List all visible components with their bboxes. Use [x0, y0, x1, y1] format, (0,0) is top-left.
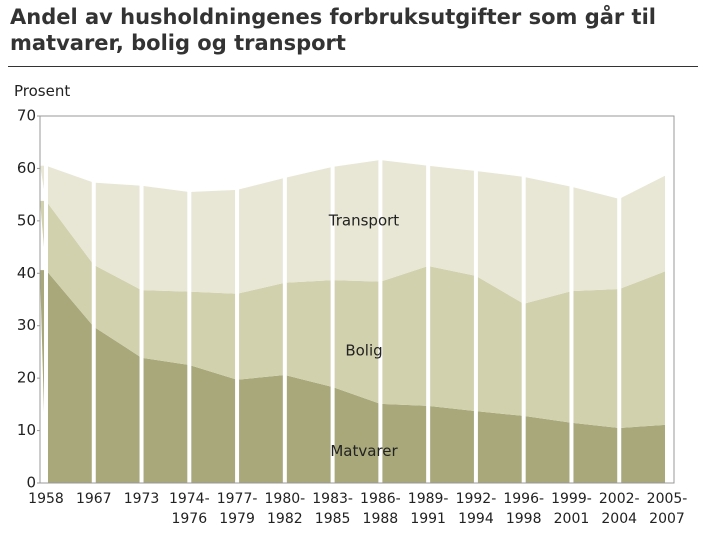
x-tick-label: 1974- 1976 — [168, 491, 210, 527]
y-tick-label: 50 — [17, 211, 36, 229]
y-tick-label: 40 — [17, 264, 36, 282]
title-rule — [8, 66, 698, 67]
y-tick-label: 60 — [17, 159, 36, 177]
y-tick-label: 30 — [17, 316, 36, 334]
x-tick-label: 1983- 1985 — [312, 491, 353, 527]
y-tick-label: 70 — [17, 107, 36, 125]
y-tick-label: 0 — [26, 474, 36, 492]
series-label: Transport — [328, 211, 400, 229]
x-tick-label: 1973 — [123, 491, 160, 507]
x-tick-label: 1999- 2001 — [551, 491, 592, 527]
plot-frame — [39, 115, 675, 484]
x-tick-label: 1977- 1979 — [216, 491, 258, 527]
x-tick-label: 1996- 1998 — [503, 491, 545, 527]
chart-title: Andel av husholdningenes forbruksutgifte… — [10, 5, 656, 55]
x-tick-label: 1992- 1994 — [455, 491, 497, 527]
x-tick-label: 1989- 1991 — [407, 491, 449, 527]
x-tick-label: 1986- 1988 — [360, 491, 401, 527]
x-tick-label: 1967 — [75, 491, 112, 507]
area — [40, 200, 667, 428]
y-tick-label: 20 — [17, 369, 36, 387]
area — [40, 160, 667, 304]
y-tick-label: 10 — [17, 421, 36, 439]
x-tick-label: 2002- 2004 — [598, 491, 640, 527]
x-tick-label: 1980- 1982 — [264, 491, 306, 527]
x-tick-label: 2005- 2007 — [646, 491, 688, 527]
area — [40, 270, 667, 483]
y-axis-label: Prosent — [14, 82, 71, 100]
series-label: Bolig — [345, 341, 382, 359]
x-tick-label: 1958 — [28, 491, 64, 507]
series-label: Matvarer — [330, 442, 398, 460]
